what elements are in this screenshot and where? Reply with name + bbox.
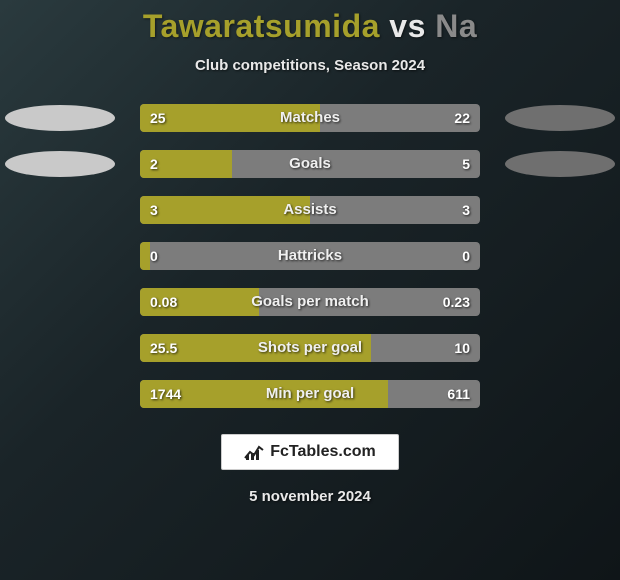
- site-name: FcTables.com: [270, 443, 376, 461]
- stat-value-left: 25.5: [140, 334, 187, 362]
- stat-value-right: 0: [452, 242, 480, 270]
- stat-row: 1744611Min per goal: [0, 380, 620, 408]
- stat-row: 33Assists: [0, 196, 620, 224]
- player1-name: Tawaratsumida: [143, 8, 380, 44]
- stat-bar: [140, 288, 480, 316]
- stat-row: 25Goals: [0, 150, 620, 178]
- stat-value-right: 611: [437, 380, 480, 408]
- stat-value-left: 3: [140, 196, 168, 224]
- stat-bar: [140, 104, 480, 132]
- stat-bar: [140, 242, 480, 270]
- stat-value-left: 0: [140, 242, 168, 270]
- player1-badge: [5, 151, 115, 177]
- player2-badge: [505, 151, 615, 177]
- comparison-title: Tawaratsumida vs Na: [143, 8, 477, 45]
- player2-name: Na: [435, 8, 477, 44]
- stat-row: 25.510Shots per goal: [0, 334, 620, 362]
- stat-row: 2522Matches: [0, 104, 620, 132]
- player2-badge: [505, 105, 615, 131]
- vs-text: vs: [389, 8, 426, 44]
- stats-container: 2522Matches25Goals33Assists00Hattricks0.…: [0, 104, 620, 426]
- player1-badge: [5, 105, 115, 131]
- subtitle: Club competitions, Season 2024: [195, 57, 425, 74]
- stat-value-right: 10: [444, 334, 480, 362]
- stat-row: 00Hattricks: [0, 242, 620, 270]
- stat-value-right: 0.23: [433, 288, 480, 316]
- stat-value-left: 25: [140, 104, 176, 132]
- stat-row: 0.080.23Goals per match: [0, 288, 620, 316]
- stat-value-right: 3: [452, 196, 480, 224]
- stat-bar: [140, 334, 480, 362]
- stat-value-right: 22: [444, 104, 480, 132]
- stat-value-left: 2: [140, 150, 168, 178]
- site-logo[interactable]: FcTables.com: [221, 434, 399, 470]
- stat-bar: [140, 196, 480, 224]
- stat-value-left: 1744: [140, 380, 191, 408]
- stat-bar: [140, 150, 480, 178]
- date-text: 5 november 2024: [249, 488, 371, 505]
- stat-value-right: 5: [452, 150, 480, 178]
- chart-icon: [244, 444, 264, 460]
- stat-value-left: 0.08: [140, 288, 187, 316]
